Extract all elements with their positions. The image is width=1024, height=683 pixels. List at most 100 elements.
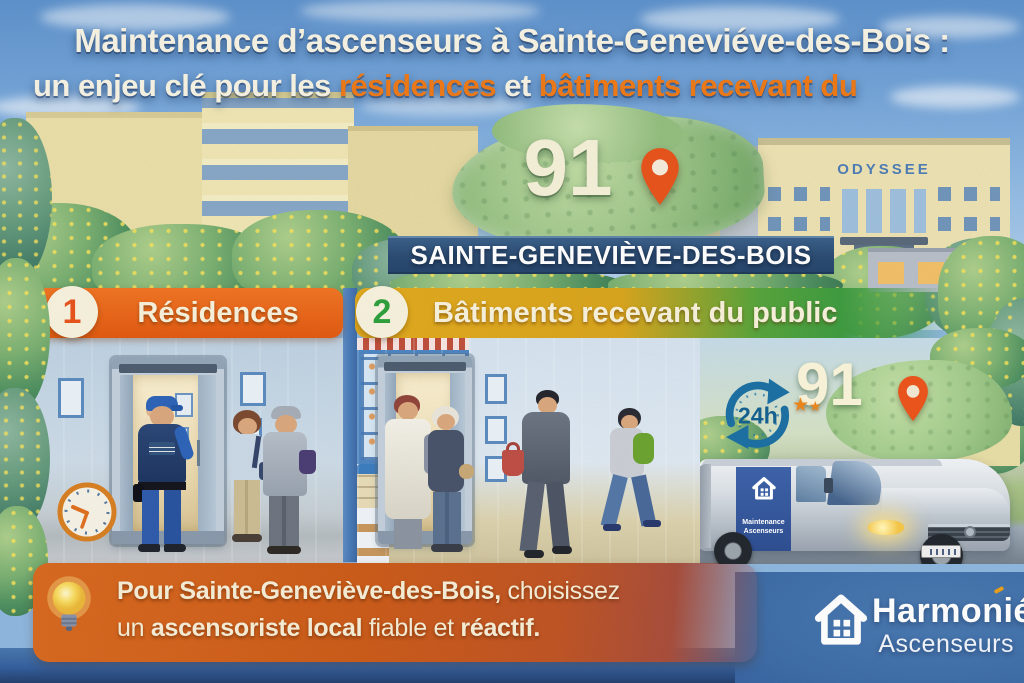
wall-poster <box>485 416 507 444</box>
shoes <box>431 544 463 552</box>
brand-subtitle: Ascenseurs <box>878 630 1014 658</box>
public-buildings-scene <box>357 338 700 563</box>
brand-logo: Harmonié Ascenseurs <box>808 585 1024 666</box>
pants <box>433 492 461 546</box>
footer-advice-text: Pour Sainte-Geneviève-des-Bois, choisiss… <box>117 573 620 647</box>
rating-stars: ★★ <box>792 394 822 417</box>
van-mirror <box>824 478 833 493</box>
tool-belt <box>138 482 186 490</box>
handbag <box>459 464 474 479</box>
building-windows <box>938 187 1000 239</box>
head <box>437 414 455 430</box>
elevator-lintel <box>383 361 467 372</box>
red-bag <box>502 450 524 476</box>
lightbulb-icon <box>47 576 91 631</box>
wall-clock <box>57 482 117 542</box>
shoe <box>643 520 661 527</box>
leg <box>164 490 181 544</box>
footer-text: un <box>117 614 151 642</box>
van-brand-badge <box>964 526 976 538</box>
building-windows <box>768 187 830 239</box>
head <box>398 402 418 420</box>
wall-poster <box>485 374 507 404</box>
leg <box>546 481 571 551</box>
building-sign: ODYSSEE <box>837 161 931 178</box>
headline-segment: et <box>495 68 539 103</box>
elevator-lintel <box>118 363 218 373</box>
leg <box>519 480 545 553</box>
van-headlight <box>868 520 904 535</box>
kiosk-window <box>878 262 904 284</box>
vest-label <box>149 442 175 455</box>
headline-segment: un enjeu clé pour les <box>33 68 339 103</box>
footer-keyword-bold: réactif. <box>460 614 540 642</box>
van-license-plate <box>921 545 961 558</box>
shoes <box>232 534 262 542</box>
location-pin-icon <box>641 148 679 205</box>
shoe <box>524 550 544 558</box>
leg <box>142 490 159 544</box>
section-label: Résidences <box>137 297 299 329</box>
van-roof <box>702 459 942 466</box>
headline-accent-batiments: bâtiments recevant du <box>538 68 858 103</box>
woman-backpack-figure <box>600 408 663 542</box>
wall-poster <box>58 378 84 418</box>
head <box>238 418 257 435</box>
section-public-buildings-banner: 2 Bâtiments recevant du public <box>355 286 948 338</box>
footer-text: choisissez <box>500 577 621 605</box>
door-handle <box>197 439 201 466</box>
pants <box>394 519 422 549</box>
headline-accent-residences: résidences <box>338 68 497 103</box>
service-van: Maintenance Ascenseurs <box>700 444 1016 564</box>
cloud <box>890 86 1020 108</box>
residences-scene <box>35 338 343 563</box>
headline-line2: un enjeu clé pour les résidences et bâti… <box>33 68 858 104</box>
green-backpack <box>633 433 654 464</box>
house-logo-icon <box>814 594 868 645</box>
wall-poster <box>240 372 266 406</box>
footer-keyword-bold: ascensoriste local <box>150 614 363 642</box>
van-rear-door <box>700 464 711 548</box>
department-number: 91 <box>523 123 613 212</box>
van-label-line2: Ascenseurs <box>743 528 784 535</box>
footer-text: fiable et <box>362 614 461 642</box>
star-icon: ★ <box>809 398 822 414</box>
footer-line1: Pour Sainte-Geneviève-des-Bois, choisiss… <box>117 573 620 610</box>
section-label: Bâtiments recevant du public <box>433 297 838 329</box>
24h-label: 24h <box>738 402 778 428</box>
shoe <box>138 544 160 552</box>
leg <box>631 474 657 527</box>
elderly-woman-scarf-figure <box>423 406 474 558</box>
van-side-window <box>796 466 826 502</box>
pants <box>234 480 260 536</box>
elevator-door-right <box>198 374 217 531</box>
star-icon: ★ <box>792 395 810 416</box>
man-in-suit-figure <box>502 390 576 560</box>
elderly-man-figure <box>261 406 316 556</box>
entrance-canopy <box>840 237 928 245</box>
footer-banner: Pour Sainte-Geneviève-des-Bois, choisiss… <box>33 563 757 662</box>
leg <box>600 474 628 529</box>
brand-name: Harmonié <box>872 592 1024 630</box>
section-number-badge: 1 <box>46 286 98 338</box>
shoes <box>267 546 301 554</box>
footer-line2: un ascensoriste local fiable et réactif. <box>117 610 620 647</box>
service-scene: 91 24h ★★ <box>700 338 1024 564</box>
van-label-line1: Maintenance <box>742 519 785 526</box>
technician-figure <box>133 396 195 554</box>
section-number-badge: 2 <box>356 286 408 338</box>
location-pin-icon <box>898 376 928 422</box>
headline-line1: Maintenance d’ascenseurs à Sainte-Genevi… <box>74 22 950 59</box>
vest <box>428 430 464 492</box>
suit <box>522 412 570 484</box>
footer-city-bold: Pour Sainte-Geneviève-des-Bois, <box>117 577 501 605</box>
shoe <box>164 544 186 552</box>
section-residences-banner: 1 Résidences <box>35 286 343 338</box>
city-name: SAINTE-GENEVIÈVE-DES-BOIS <box>410 240 812 270</box>
shoe <box>603 524 621 531</box>
house-logo-icon <box>752 477 776 500</box>
pants <box>269 496 299 548</box>
shoulder-bag <box>299 450 316 474</box>
building-windows <box>842 189 926 233</box>
